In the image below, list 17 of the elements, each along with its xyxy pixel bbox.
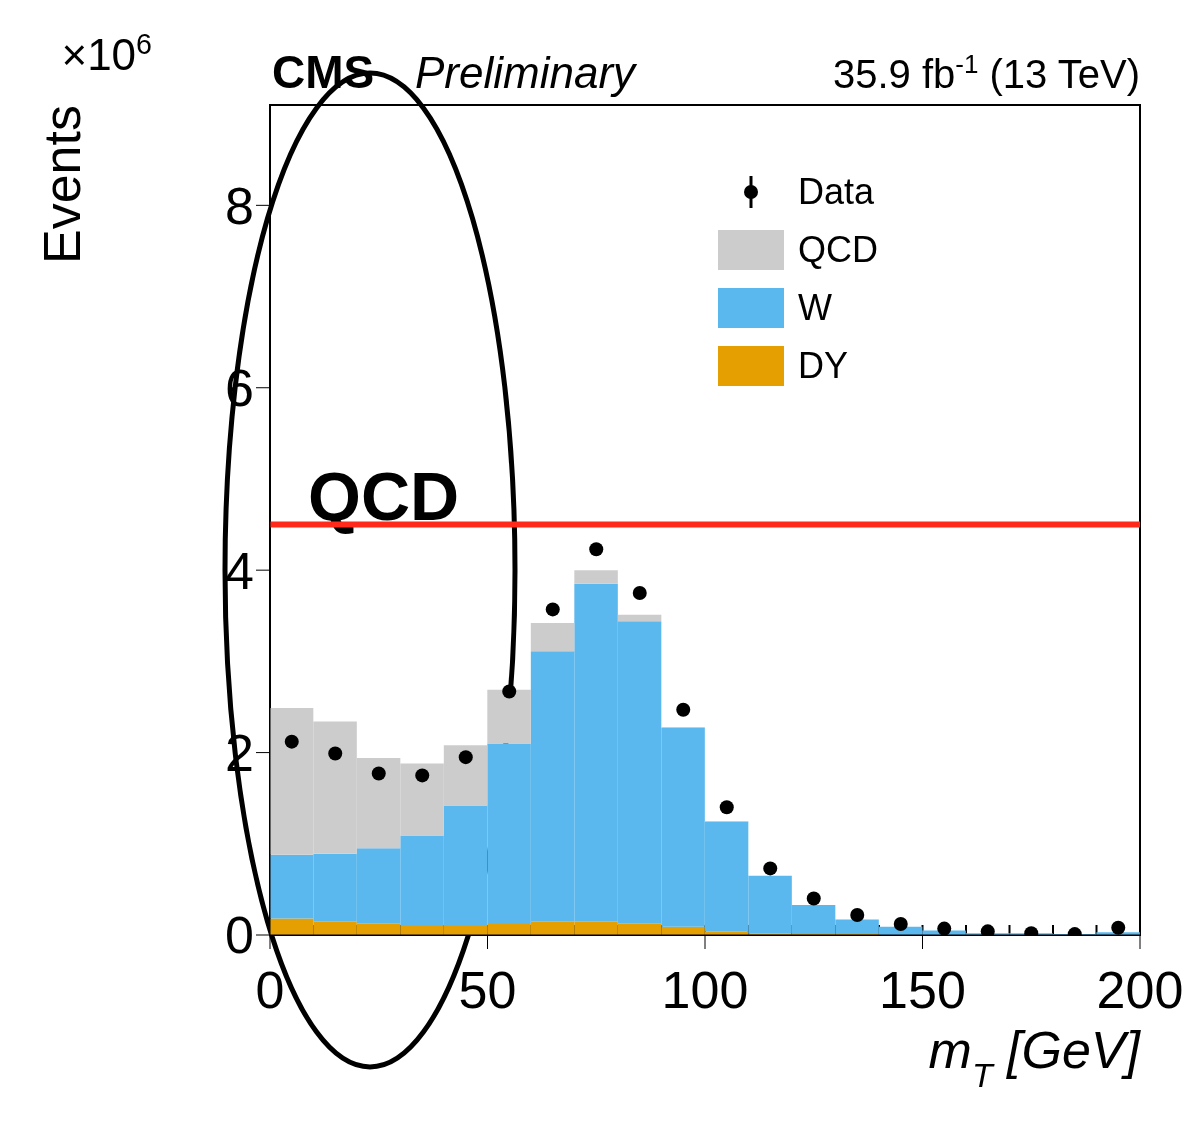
y-tick-label: 8 [225,176,254,235]
y-tick-label: 4 [225,541,254,600]
annotation: QCD [308,458,460,534]
x-tick-label: 200 [1096,960,1184,1019]
text: 35.9 fb$^{-1}$ (13 TeV) [832,49,1140,96]
text: ×10$^{6}$ [61,28,152,79]
y-axis-title: Events [33,105,91,264]
legend-label: QCD [798,229,878,271]
x-axis-title: m$_{T}$ [GeV] [928,1021,1142,1094]
x-tick-label: 150 [879,960,966,1019]
legend-label: Data [798,171,875,213]
y-tick-label: 0 [225,906,254,965]
text: Preliminary [415,48,639,97]
legend-label: W [798,287,832,329]
x-tick-label: 100 [661,960,749,1019]
x-tick-label: 50 [458,960,517,1019]
legend-label: DY [798,345,849,387]
